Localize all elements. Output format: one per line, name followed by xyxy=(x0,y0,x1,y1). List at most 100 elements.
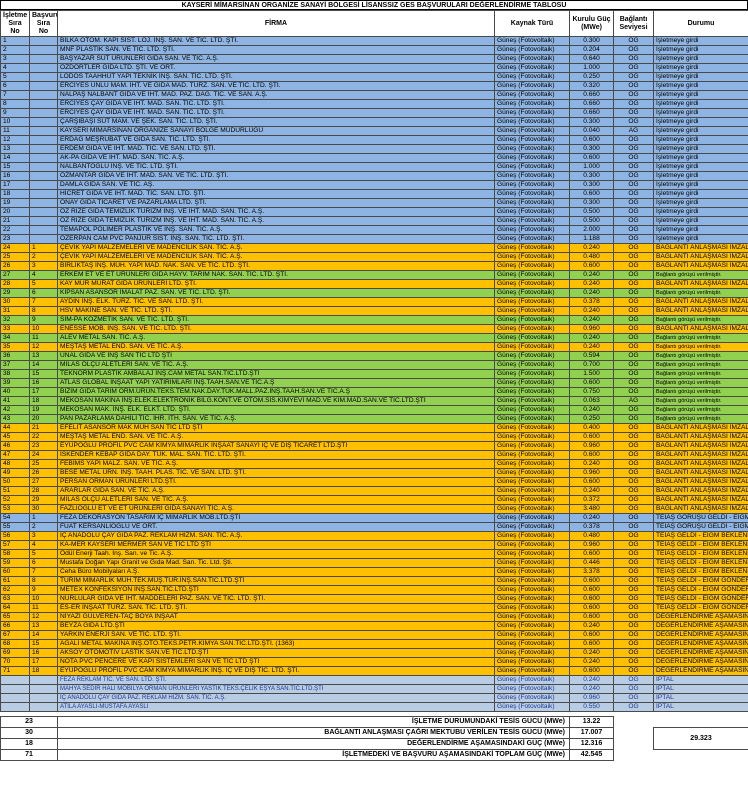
source-type-cell: Güneş (Fotovoltaik) xyxy=(494,45,570,55)
connection-level-cell: OG xyxy=(613,423,654,433)
table-row: 67 14 YARKIN ENERJİ SAN. VE TİC. LTD. ŞTİ.… xyxy=(0,630,748,640)
connection-level-cell: OG xyxy=(613,432,654,442)
status-cell: TEİAŞ GELDİ - EİGM GÖNDERİLECEK xyxy=(653,585,748,595)
connection-level-cell: OG xyxy=(613,189,654,199)
status-cell: İşletmeye girdi xyxy=(653,162,748,172)
capacity-cell: 0.480 xyxy=(569,531,614,541)
application-no-cell: 28 xyxy=(29,486,58,496)
company-cell: MNF PLASTİK SAN. VE TİC. LTD. ŞTİ. xyxy=(57,45,495,55)
operation-no-cell: 19 xyxy=(0,198,30,208)
company-cell: ERCİYES UNLU MAM. İHT. VE GIDA MAD. TURZ… xyxy=(57,81,495,91)
source-type-cell: Güneş (Fotovoltaik) xyxy=(494,306,570,316)
application-no-cell xyxy=(29,207,58,217)
application-no-cell: 17 xyxy=(29,387,58,397)
operation-no-cell: 69 xyxy=(0,648,30,658)
connection-level-cell: OG xyxy=(613,603,654,613)
operation-no-cell: 6 xyxy=(0,81,30,91)
table-row: 39 16 ATLAS GLOBAL İNŞAAT YAPI YATIRIMLARI… xyxy=(0,378,748,388)
application-no-cell xyxy=(29,126,58,136)
application-no-cell: 4 xyxy=(29,270,58,280)
summary-count: 23 xyxy=(0,716,59,728)
application-no-cell: 15 xyxy=(29,369,58,379)
company-cell: ERCİYES ÇAY GIDA VE İHT. MAD. SAN. TİC. … xyxy=(57,99,495,109)
source-type-cell: Güneş (Fotovoltaik) xyxy=(494,540,570,550)
company-cell: MİLAS ÖLÇÜ ALETLERİ SAN. VE TİC. A.Ş. xyxy=(57,495,495,505)
status-cell: Bağlantı görüşü verilmiştir. xyxy=(653,369,748,379)
connection-level-cell: OG xyxy=(613,549,654,559)
operation-no-cell: 16 xyxy=(0,171,30,181)
application-no-cell xyxy=(29,234,58,244)
capacity-cell: 0.240 xyxy=(569,315,614,325)
connection-level-cell: OG xyxy=(613,639,654,649)
connection-level-cell: OG xyxy=(613,702,654,712)
summary-row: 71 İŞLETMEDEKİ VE BAŞVURU AŞAMASINDAKİ T… xyxy=(0,749,748,761)
table-row: 53 30 FAZLIOĞLU ET VE ET ÜRÜNLERİ GIDA SAN… xyxy=(0,504,748,514)
status-cell: Bağlantı görüşü verilmiştir. xyxy=(653,378,748,388)
connection-level-cell: OG xyxy=(613,630,654,640)
operation-no-cell: 65 xyxy=(0,612,30,622)
operation-no-cell: 59 xyxy=(0,558,30,568)
capacity-cell: 0.240 xyxy=(569,684,614,694)
table-row: 69 16 AKSOY OTOMOTİV LASTİK SAN.VE TİC.LTD… xyxy=(0,648,748,658)
table-row: 20 ÖZ RİZE GIDA TEMİZLİK TURİZM İNŞ. VE İ… xyxy=(0,207,748,217)
company-cell: ÖZMANTAR GIDA VE İHT. MAD. SAN. VE TİC. … xyxy=(57,171,495,181)
connection-level-cell: OG xyxy=(613,297,654,307)
capacity-cell: 1.000 xyxy=(569,162,614,172)
status-cell: İşletmeye girdi xyxy=(653,180,748,190)
capacity-cell: 1.188 xyxy=(569,234,614,244)
capacity-cell: 0.660 xyxy=(569,90,614,100)
company-cell: FAZLIOĞLU ET VE ET ÜRÜNLERİ GIDA SANAYİ … xyxy=(57,504,495,514)
company-cell: BESE METAL ÜRN. İNŞ. TAAH. PLAS. TİC. VE… xyxy=(57,468,495,478)
application-no-cell xyxy=(29,90,58,100)
column-header: Bağlantı Seviyesi xyxy=(613,10,654,37)
operation-no-cell: 14 xyxy=(0,153,30,163)
source-type-cell: Güneş (Fotovoltaik) xyxy=(494,72,570,82)
company-cell: HİCRET GIDA VE İHT. MAD. TİC. SAN. LTD. … xyxy=(57,189,495,199)
connection-level-cell: OG xyxy=(613,162,654,172)
source-type-cell: Güneş (Fotovoltaik) xyxy=(494,108,570,118)
source-type-cell: Güneş (Fotovoltaik) xyxy=(494,657,570,667)
status-cell: Bağlantı görüşü verilmiştir. xyxy=(653,342,748,352)
status-cell: İşletmeye girdi xyxy=(653,225,748,235)
company-cell: ARARLAR GIDA SAN. VE TİC. A.Ş. xyxy=(57,486,495,496)
operation-no-cell: 62 xyxy=(0,585,30,595)
company-cell: ONAY GIDA TİCARET VE PAZARLAMA LTD. ŞTİ. xyxy=(57,198,495,208)
source-type-cell: Güneş (Fotovoltaik) xyxy=(494,243,570,253)
source-type-cell: Güneş (Fotovoltaik) xyxy=(494,603,570,613)
column-header: İşletme Sıra No xyxy=(0,10,30,37)
table-row: 27 4 ERKEM ET VE ET ÜRÜNLERİ GIDA HAYV. TA… xyxy=(0,270,748,280)
status-cell: İşletmeye girdi xyxy=(653,36,748,46)
source-type-cell: Güneş (Fotovoltaik) xyxy=(494,639,570,649)
source-type-cell: Güneş (Fotovoltaik) xyxy=(494,486,570,496)
company-cell: ALEV METAL SAN. TİC. A.Ş. xyxy=(57,333,495,343)
operation-no-cell: 46 xyxy=(0,441,30,451)
application-no-cell: 13 xyxy=(29,621,58,631)
company-cell: NOTA PVC PENCERE VE KAPI SİSTEMLERİ SAN … xyxy=(57,657,495,667)
status-cell: İşletmeye girdi xyxy=(653,153,748,163)
table-row: 33 10 ENESSE MOB. İNŞ. SAN. VE TİC. LTD. Ş… xyxy=(0,324,748,334)
capacity-cell: 3.480 xyxy=(569,504,614,514)
source-type-cell: Güneş (Fotovoltaik) xyxy=(494,153,570,163)
application-no-cell: 18 xyxy=(29,396,58,406)
company-cell: NİYAZİ GÜLVEREN-TAÇ BOYA İNŞAAT xyxy=(57,612,495,622)
capacity-cell: 0.240 xyxy=(569,621,614,631)
company-cell: AYDIN İNŞ. ELK. TURZ. TİC. VE SAN. LTD. … xyxy=(57,297,495,307)
company-cell: BİLKA OTOM. KAPI SİST. LOJ. İNŞ. SAN. VE… xyxy=(57,36,495,46)
source-type-cell: Güneş (Fotovoltaik) xyxy=(494,549,570,559)
table-row: ATİLA AYASLI-MUSTAFA AYASLI Güneş (Fotovo… xyxy=(0,702,748,712)
connection-level-cell: OG xyxy=(613,666,654,676)
operation-no-cell: 23 xyxy=(0,234,30,244)
capacity-cell: 0.250 xyxy=(569,414,614,424)
summary-row: 23 İŞLETME DURUMUNDAKİ TESİS GÜCÜ (MWe) … xyxy=(0,716,748,728)
application-no-cell: 9 xyxy=(29,585,58,595)
source-type-cell: Güneş (Fotovoltaik) xyxy=(494,513,570,523)
source-type-cell: Güneş (Fotovoltaik) xyxy=(494,612,570,622)
status-cell: TEİAŞ GELDİ - EİGM BEKLENİYOR xyxy=(653,549,748,559)
connection-level-cell: OG xyxy=(613,45,654,55)
company-cell: YARKIN ENERJİ SAN. VE TİC. LTD. ŞTİ. xyxy=(57,630,495,640)
status-cell: BAĞLANTI ANLAŞMASI İMZALANDI xyxy=(653,252,748,262)
company-cell: ÇARŞIBAŞI SÜT MAM. VE ŞEK. SAN. TİC. LTD… xyxy=(57,117,495,127)
summary-label: BAĞLANTI ANLAŞMASI ÇAĞRI MEKTUBU VERİLEN… xyxy=(57,727,571,739)
status-cell: TEİAŞ GÖRÜŞÜ GELDİ - EİGM GELDİ xyxy=(653,522,748,532)
operation-no-cell: 15 xyxy=(0,162,30,172)
